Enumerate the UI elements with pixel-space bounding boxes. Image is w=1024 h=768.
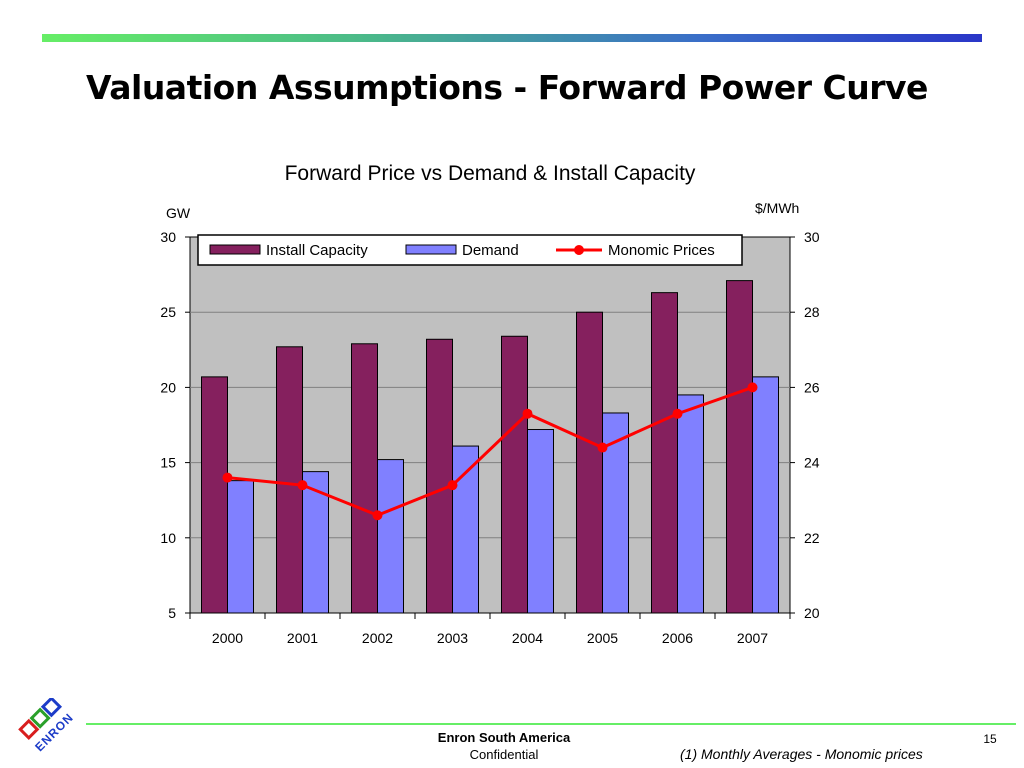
footnote: (1) Monthly Averages - Monomic prices bbox=[680, 746, 923, 762]
x-tick-label: 2000 bbox=[212, 630, 243, 646]
point-monomic-prices bbox=[447, 480, 458, 491]
point-monomic-prices bbox=[222, 472, 233, 483]
bar-install-capacity bbox=[726, 280, 753, 614]
bar-demand bbox=[527, 429, 554, 614]
bar-install-capacity bbox=[351, 343, 378, 614]
x-tick-label: 2002 bbox=[362, 630, 393, 646]
footer-confidential: Confidential bbox=[469, 747, 539, 762]
y-left-tick-label: 30 bbox=[160, 229, 176, 245]
bar-demand bbox=[227, 480, 254, 614]
point-monomic-prices bbox=[597, 442, 608, 453]
y-left-tick-label: 10 bbox=[160, 530, 176, 546]
point-monomic-prices bbox=[522, 408, 533, 419]
footer-company: Enron South America bbox=[437, 730, 571, 745]
y-right-tick-label: 28 bbox=[804, 304, 820, 320]
enron-logo: ENRON bbox=[18, 698, 76, 754]
y-left-tick-label: 5 bbox=[168, 605, 176, 621]
x-tick-label: 2005 bbox=[587, 630, 618, 646]
bar-install-capacity bbox=[501, 335, 528, 614]
slide-title: Valuation Assumptions - Forward Power Cu… bbox=[86, 68, 928, 107]
x-tick-label: 2003 bbox=[437, 630, 468, 646]
legend-box bbox=[197, 234, 743, 266]
x-tick-label: 2006 bbox=[662, 630, 693, 646]
legend-label-demand: Demand bbox=[462, 242, 519, 259]
line-monomic-prices bbox=[227, 385, 753, 517]
y-right-axis-title: $/MWh bbox=[755, 200, 799, 216]
legend-swatch-demand bbox=[405, 244, 457, 255]
point-monomic-prices bbox=[747, 382, 758, 393]
y-right-tick-label: 26 bbox=[804, 379, 820, 395]
point-monomic-prices bbox=[297, 480, 308, 491]
legend: Install Capacity Demand Monomic Prices bbox=[197, 234, 743, 266]
legend-marker-monomic-prices bbox=[574, 245, 584, 255]
bar-install-capacity bbox=[651, 292, 678, 614]
forward-price-chart: 5 10 15 20 25 30 20 22 24 26 28 30 GW $/MWh 2000 2001 20… bbox=[160, 200, 820, 646]
legend-swatch-install-capacity bbox=[209, 244, 261, 255]
bar-demand bbox=[602, 412, 629, 614]
chart-title: Forward Price vs Demand & Install Capaci… bbox=[284, 162, 696, 185]
x-tick-label: 2004 bbox=[512, 630, 543, 646]
point-monomic-prices bbox=[372, 510, 383, 521]
footer-divider bbox=[86, 723, 1016, 725]
y-right-tick-label: 20 bbox=[804, 605, 820, 621]
point-monomic-prices bbox=[672, 408, 683, 419]
legend-label-monomic-prices: Monomic Prices bbox=[608, 242, 715, 259]
y-left-tick-label: 20 bbox=[160, 379, 176, 395]
y-left-tick-label: 25 bbox=[160, 304, 176, 320]
bar-install-capacity bbox=[576, 311, 603, 614]
legend-label-install-capacity: Install Capacity bbox=[266, 242, 368, 259]
bar-install-capacity bbox=[426, 338, 453, 614]
logo-wordmark: ENRON bbox=[32, 710, 76, 754]
bar-install-capacity bbox=[201, 376, 228, 614]
x-tick-label: 2001 bbox=[287, 630, 318, 646]
bar-install-capacity bbox=[276, 346, 303, 614]
y-right-tick-label: 30 bbox=[804, 229, 820, 245]
y-right-tick-label: 22 bbox=[804, 530, 820, 546]
y-left-tick-label: 15 bbox=[160, 455, 176, 471]
x-tick-label: 2007 bbox=[737, 630, 768, 646]
y-left-axis-title: GW bbox=[166, 205, 191, 221]
page-number: 15 bbox=[983, 732, 997, 746]
bar-demand bbox=[677, 394, 704, 614]
header-accent-bar bbox=[42, 34, 982, 42]
bar-demand bbox=[377, 459, 404, 614]
y-right-tick-label: 24 bbox=[804, 455, 820, 471]
bar-demand bbox=[752, 376, 779, 614]
